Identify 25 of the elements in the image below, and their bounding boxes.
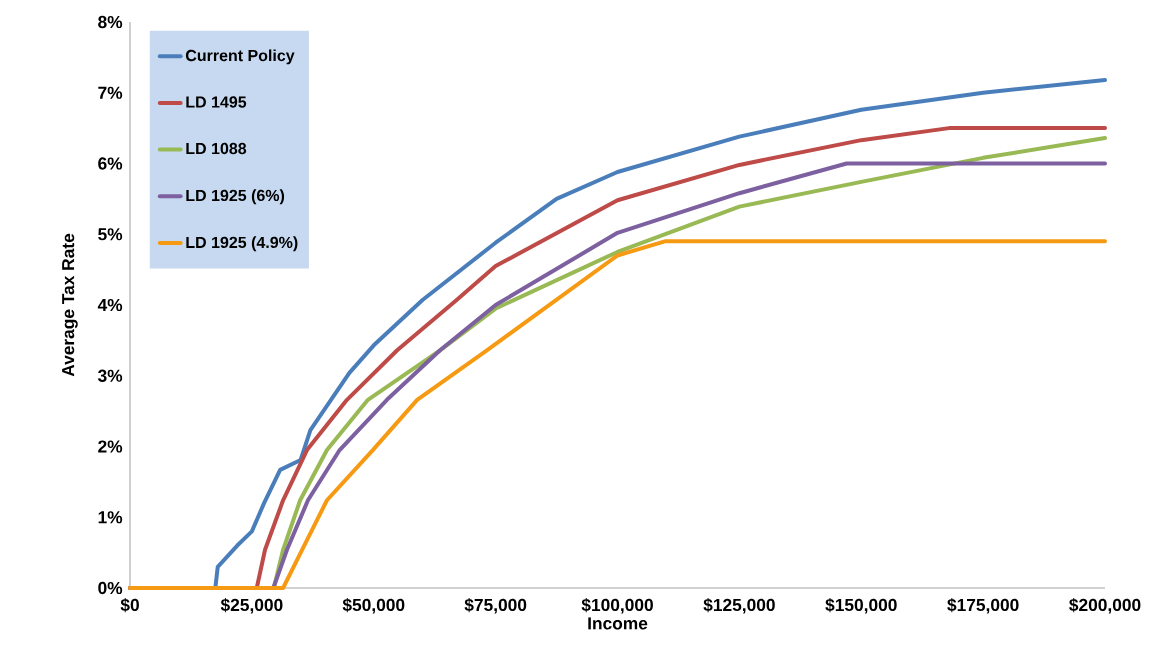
y-tick-label: 8% <box>98 15 123 29</box>
x-tick-label: $25,000 <box>220 598 283 614</box>
legend-label: LD 1495 <box>186 96 247 108</box>
y-tick-label: 6% <box>98 157 123 170</box>
x-tick-label: $150,000 <box>825 598 897 614</box>
x-axis-title: Income <box>588 617 648 630</box>
y-tick-label: 1% <box>98 511 123 524</box>
x-tick-label: $200,000 <box>1069 598 1141 614</box>
y-tick-label: 2% <box>98 440 123 453</box>
x-tick-label: $50,000 <box>342 598 405 614</box>
legend-label: LD 1925 (4.9%) <box>186 236 298 252</box>
legend-label: Current Policy <box>185 49 295 65</box>
x-tick-label: $175,000 <box>947 598 1019 614</box>
x-tick-label: $75,000 <box>464 598 527 614</box>
x-tick-label: $125,000 <box>703 598 775 614</box>
y-tick-label: 3% <box>97 369 123 382</box>
y-tick-label: 0% <box>98 581 123 595</box>
x-tick-label: $100,000 <box>581 598 653 614</box>
y-tick-label: 4% <box>97 298 123 312</box>
x-tick-label: $0 <box>120 598 139 613</box>
y-tick-label: 7% <box>98 86 123 99</box>
y-tick-label: 5% <box>98 228 123 241</box>
legend-label: LD 1088 <box>186 142 247 155</box>
legend-label: LD 1925 (6%) <box>186 189 285 205</box>
y-axis-title: Average Tax Rate <box>62 233 78 377</box>
